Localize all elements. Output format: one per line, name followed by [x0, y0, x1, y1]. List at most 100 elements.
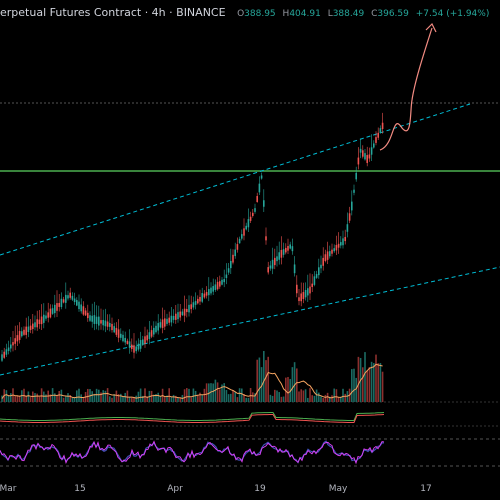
candle-body: [381, 122, 384, 129]
volume-bar: [230, 393, 232, 402]
volume-bar: [256, 359, 258, 402]
candle-body: [126, 340, 129, 344]
volume-bar: [144, 388, 146, 402]
candle-body: [335, 245, 338, 251]
candle-body: [111, 323, 113, 331]
candle-body: [340, 242, 342, 246]
x-tick: 19: [254, 484, 266, 494]
candle-body: [227, 268, 230, 273]
volume-bar: [117, 394, 120, 402]
trend-channel-upper[interactable]: [0, 103, 471, 256]
volume-bar: [137, 391, 140, 402]
candle-body: [190, 304, 192, 310]
volume-bar: [238, 388, 241, 402]
candle-body: [318, 267, 320, 276]
volume-bar: [104, 390, 107, 402]
volume-bar: [287, 376, 289, 402]
volume-bar: [82, 397, 85, 402]
volume-bar: [60, 389, 63, 402]
candle-body: [133, 345, 135, 353]
candle-body: [69, 292, 71, 298]
volume-bar: [100, 392, 102, 402]
volume-bar: [379, 363, 382, 402]
candle-body: [210, 287, 212, 294]
candle-body: [155, 325, 157, 333]
volume-bar: [21, 390, 23, 402]
candle-body: [329, 251, 331, 257]
candle-body: [364, 153, 366, 160]
volume-bar: [71, 397, 74, 402]
x-axis[interactable]: Mar 15 Apr 19 May 17: [0, 482, 500, 500]
candle-body: [137, 343, 140, 350]
candle-body: [128, 341, 131, 348]
volume-bar: [263, 350, 265, 402]
chart-header: erpetual Futures Contract · 4h · BINANCE…: [0, 6, 489, 22]
trend-channel-lower[interactable]: [0, 266, 500, 376]
candle-body: [223, 279, 225, 283]
volume-bar: [201, 394, 203, 402]
volume-bar: [133, 397, 135, 402]
volume-bar: [353, 368, 355, 402]
candle-body: [89, 315, 91, 321]
volume-bar: [258, 357, 261, 402]
volume-bar: [318, 392, 320, 402]
high-value: 404.91: [289, 9, 321, 19]
candle-body: [307, 288, 309, 296]
candle-body: [91, 315, 93, 322]
volume-bar: [38, 396, 41, 402]
candle-body: [32, 323, 34, 330]
candle-body: [98, 316, 100, 326]
candle-body: [172, 315, 175, 320]
volume-bar: [29, 397, 32, 402]
candle-body: [168, 317, 170, 323]
candle-body: [27, 326, 30, 332]
volume-bar: [236, 397, 239, 402]
volume-bar: [78, 388, 80, 402]
volume-bar: [166, 395, 168, 402]
symbol-title[interactable]: erpetual Futures Contract · 4h · BINANCE: [0, 6, 226, 19]
volume-bar: [333, 388, 335, 402]
candle-body: [16, 335, 19, 342]
low-label: L: [327, 9, 333, 19]
rsi-line: [0, 440, 384, 464]
candle-body: [122, 334, 124, 342]
candle-body: [82, 306, 85, 315]
candle-body: [7, 347, 10, 351]
volume-bar: [164, 397, 166, 402]
volume-bar: [313, 395, 316, 402]
volume-bar: [219, 389, 221, 402]
candle-body: [188, 304, 190, 313]
candle-body: [357, 157, 360, 165]
candle-body: [166, 318, 168, 324]
candle-body: [344, 236, 346, 242]
candle-body: [263, 200, 265, 207]
forecast-path[interactable]: [379, 27, 433, 151]
candle-body: [10, 344, 12, 349]
volume-bar: [381, 371, 384, 402]
candle-body: [234, 249, 236, 257]
volume-bar: [126, 390, 129, 402]
volume-bar: [58, 391, 60, 402]
volume-bar: [322, 397, 324, 402]
close-value: 396.59: [377, 9, 409, 19]
candle-body: [113, 326, 115, 333]
candle-body: [280, 249, 283, 258]
volume-bar: [373, 363, 375, 402]
volume-bar: [335, 389, 338, 402]
candle-body: [124, 337, 126, 343]
volume-bar: [331, 395, 333, 402]
volume-bar: [271, 395, 274, 402]
volume-bar: [124, 392, 126, 402]
candle-body: [276, 256, 278, 262]
volume-bar: [177, 397, 179, 402]
candle-body: [29, 325, 32, 330]
x-tick: Apr: [167, 484, 183, 494]
candle-body: [71, 295, 74, 300]
candle-body: [322, 257, 324, 266]
x-tick: Mar: [0, 484, 17, 494]
candle-body: [337, 243, 340, 248]
volume-bar: [210, 383, 212, 402]
candle-body: [67, 295, 69, 299]
